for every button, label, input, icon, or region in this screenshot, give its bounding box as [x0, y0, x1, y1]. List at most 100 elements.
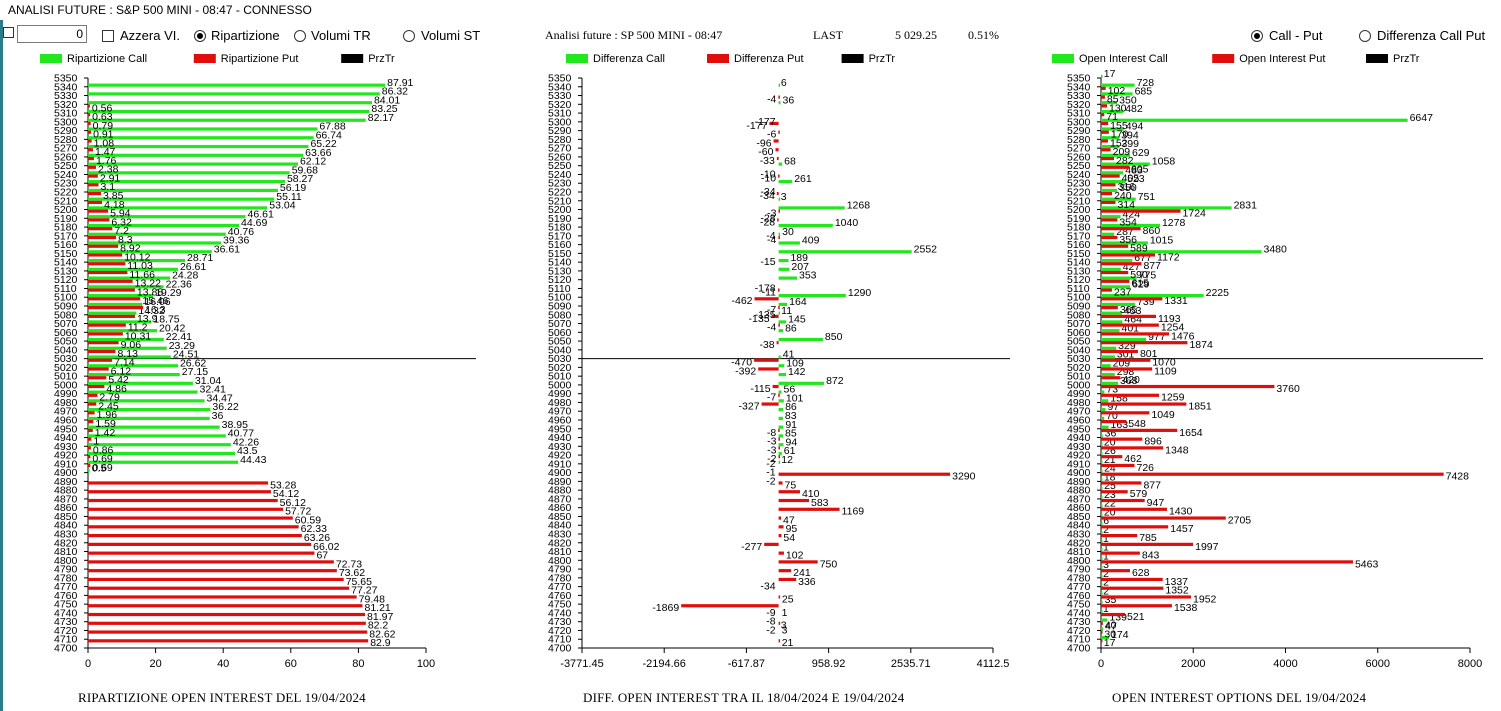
chart3-bar	[1101, 364, 1111, 368]
chart1-bar	[88, 469, 90, 473]
chart3-data-label: 1	[1103, 542, 1109, 554]
radio-ripartizione[interactable]: Ripartizione	[194, 28, 280, 43]
chart1-data-label: 10.12	[124, 251, 150, 263]
chart3-data-label: 97	[1107, 401, 1119, 413]
chart3-data-label: 174	[1111, 629, 1129, 641]
chart3-bar	[1101, 557, 1103, 561]
chart1-bar	[88, 534, 302, 538]
radio-ripartizione-dot[interactable]	[194, 29, 206, 42]
radio-diff-dot[interactable]	[1359, 29, 1371, 42]
chart1-y-tick-label: 4950	[54, 423, 78, 435]
spin-input[interactable]: 0	[17, 25, 87, 43]
spin-checkbox[interactable]	[3, 27, 14, 38]
chart2-y-tick-label: 5200	[548, 204, 572, 216]
chart1-legend-label: PrzTr	[368, 53, 395, 65]
chart3-y-tick-label: 5170	[1067, 230, 1091, 242]
chart1-y-tick-label: 5090	[54, 301, 78, 313]
chart3-bar	[1101, 446, 1164, 450]
chart1-bar	[88, 302, 143, 306]
chart2-data-label: -11	[762, 286, 777, 298]
chart2-extra-label: -10	[760, 168, 775, 180]
window-title-bar: ANALISI FUTURE : S&P 500 MINI - 08:47 - …	[0, 0, 1501, 20]
chart1-data-label: 0.56	[92, 102, 113, 114]
chart1-data-label: 83.25	[371, 103, 397, 115]
chart3-y-tick-label: 4740	[1067, 607, 1091, 619]
chart1-bar	[88, 346, 167, 350]
chart3-data-label: 152	[1110, 137, 1128, 149]
chart3-data-label: 843	[1142, 550, 1160, 562]
chart3-bar	[1101, 192, 1113, 196]
chart2-bar	[778, 83, 781, 87]
radio-volumi-tr-dot[interactable]	[294, 29, 306, 42]
chart3-data-label: 314	[1117, 199, 1135, 211]
chart2-y-tick-label: 4880	[548, 485, 572, 497]
chart1-bar	[88, 381, 193, 385]
chart3-bar	[1101, 595, 1192, 599]
chart3-data-label: 590	[1130, 269, 1148, 281]
chart2-data-label: -4	[767, 94, 776, 106]
chart3-y-tick-label: 5210	[1067, 195, 1091, 207]
chart1-bar	[88, 443, 231, 447]
chart2-bar	[778, 516, 782, 520]
chart2-data-label: 94	[786, 436, 798, 448]
chart1-data-label: 66.74	[316, 129, 342, 141]
chart1-y-tick-label: 4790	[54, 564, 78, 576]
radio-call-put[interactable]: Call - Put	[1251, 28, 1322, 43]
chart1-bar	[88, 621, 366, 625]
chart3-data-label: 1654	[1179, 427, 1203, 439]
chart1-data-label: 55.11	[276, 191, 302, 203]
chart2-data-label: 41	[783, 349, 795, 361]
chart1-y-tick-label: 4810	[54, 546, 78, 558]
chart3-y-tick-label: 5020	[1067, 362, 1091, 374]
chart2-bar	[778, 337, 823, 342]
chart3-bar	[1101, 416, 1105, 420]
chart1-data-label: 18.75	[153, 314, 179, 326]
chart3-bar	[1101, 411, 1150, 415]
chart2-data-label: -327	[739, 400, 760, 412]
chart2-bar	[778, 481, 783, 485]
chart1-data-label: 31.04	[195, 375, 221, 387]
spin-value[interactable]: 0	[17, 25, 87, 43]
chart1-data-label: 82.62	[369, 628, 395, 640]
chart2-y-tick-label: 5280	[548, 134, 572, 146]
chart2-bar	[778, 551, 784, 555]
chart1-bar	[88, 250, 212, 254]
chart2-data-label: 261	[794, 173, 812, 185]
chart3-bar	[1101, 592, 1103, 596]
chart2-bar	[778, 525, 784, 529]
chart3-data-label: 130	[1109, 102, 1127, 114]
chart1-bar	[88, 215, 246, 219]
chart3-y-tick-label: 5290	[1067, 125, 1091, 137]
chart1-bar	[88, 612, 366, 617]
chart2-y-tick-label: 5100	[548, 292, 572, 304]
chart2-y-tick-label: 5190	[548, 213, 572, 225]
chart3-y-tick-label: 4940	[1067, 432, 1091, 444]
chart1-bar	[88, 294, 154, 298]
chart1-data-label: 44.43	[240, 454, 266, 466]
chart1-y-tick-label: 4750	[54, 599, 78, 611]
chart1-bar	[88, 113, 91, 117]
chart2-data-label: -115	[750, 383, 770, 395]
chart2-extra-label: -2	[766, 624, 775, 636]
chart3-data-label: 21	[1104, 454, 1116, 466]
radio-diff[interactable]: Differenza Call Put	[1359, 28, 1485, 43]
chart1-data-label: 82.17	[368, 112, 394, 124]
chart3-data-label: 237	[1114, 286, 1132, 298]
chart2-bar	[761, 402, 779, 406]
chart3-y-tick-label: 5310	[1067, 108, 1091, 120]
radio-volumi-st[interactable]: Volumi ST	[403, 28, 480, 43]
azzera-checkbox[interactable]: Azzera VI.	[102, 28, 180, 43]
chart2-data-label: -34	[760, 190, 775, 202]
chart3-bar	[1101, 530, 1103, 534]
radio-volumi-st-dot[interactable]	[403, 29, 415, 42]
chart3-y-tick-label: 5300	[1067, 116, 1091, 128]
radio-volumi-tr[interactable]: Volumi TR	[294, 28, 371, 43]
radio-call-put-dot[interactable]	[1251, 29, 1263, 42]
chart1-x-tick-label: 60	[285, 658, 297, 670]
last-label: LAST	[813, 28, 843, 42]
chart1-data-label: 9.06	[121, 339, 142, 351]
chart3-data-label: 405	[1122, 172, 1140, 184]
chart3-y-tick-label: 5320	[1067, 99, 1091, 111]
chart2-data-label: -8	[767, 427, 776, 439]
chart3-y-tick-label: 5340	[1067, 81, 1091, 93]
